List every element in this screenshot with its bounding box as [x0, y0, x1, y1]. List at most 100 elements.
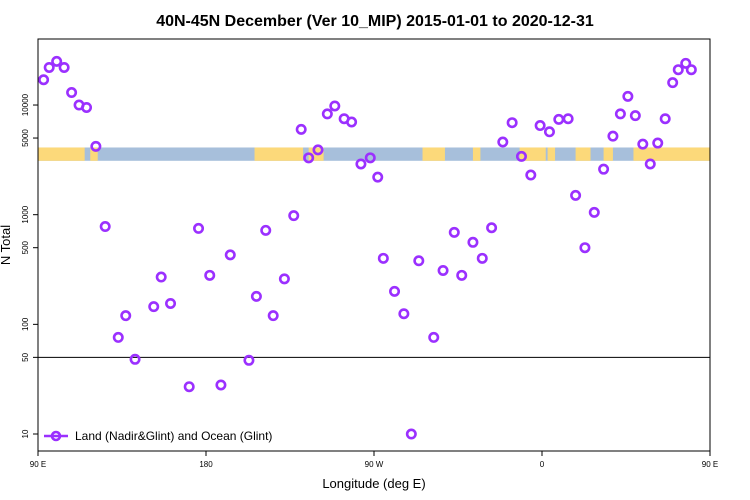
x-tick-label: 90 W — [365, 460, 384, 469]
x-axis-label: Longitude (deg E) — [322, 476, 425, 491]
data-point — [346, 116, 358, 128]
data-point — [155, 271, 167, 283]
land-segment — [90, 147, 98, 161]
y-tick-label: 5000 — [21, 129, 30, 147]
x-tick-label: 0 — [540, 460, 545, 469]
data-point — [183, 381, 195, 393]
data-point — [389, 285, 401, 297]
data-point — [437, 264, 449, 276]
data-point — [607, 130, 619, 142]
data-point — [81, 101, 93, 113]
data-point — [659, 113, 671, 125]
chart-title: 40N-45N December (Ver 10_MIP) 2015-01-01… — [156, 13, 594, 30]
data-point — [377, 252, 389, 264]
land-segment — [422, 147, 445, 161]
data-point — [303, 152, 315, 164]
data-point — [295, 123, 307, 135]
legend-label: Land (Nadir&Glint) and Ocean (Glint) — [75, 429, 272, 443]
data-point — [629, 110, 641, 122]
data-point — [588, 206, 600, 218]
data-point — [598, 163, 610, 175]
data-point — [267, 310, 279, 322]
data-point — [243, 354, 255, 366]
data-point — [215, 379, 227, 391]
data-point — [644, 158, 656, 170]
data-point — [570, 189, 582, 201]
data-point — [652, 137, 664, 149]
data-point — [579, 242, 591, 254]
data-point — [486, 222, 498, 234]
data-point — [562, 113, 574, 125]
data-point — [224, 249, 236, 261]
data-point — [467, 236, 479, 248]
data-point — [637, 138, 649, 150]
data-point — [204, 269, 216, 281]
data-point — [329, 100, 341, 112]
land-segment — [575, 147, 591, 161]
data-point — [448, 226, 460, 238]
data-point — [525, 169, 537, 181]
land-segment — [603, 147, 613, 161]
data-point — [364, 152, 376, 164]
data-point — [38, 74, 50, 86]
data-point — [321, 108, 333, 120]
y-axis-label: N Total — [0, 225, 13, 265]
land-segment — [547, 147, 556, 161]
y-axis-ticks: 10 50 100 500 1000 5000 10000 — [21, 93, 38, 438]
data-point — [515, 150, 527, 162]
data-point — [129, 353, 141, 365]
data-point — [312, 144, 324, 156]
data-point — [428, 331, 440, 343]
land-segment — [38, 147, 85, 161]
y-tick-label: 50 — [21, 352, 30, 361]
data-point — [476, 252, 488, 264]
legend-marker — [50, 430, 62, 442]
legend: Land (Nadir&Glint) and Ocean (Glint) — [44, 429, 272, 443]
x-tick-label: 180 — [199, 460, 213, 469]
data-points — [38, 55, 697, 440]
land-segment — [254, 147, 304, 161]
data-point — [278, 273, 290, 285]
data-point — [90, 140, 102, 152]
data-point — [165, 297, 177, 309]
plot-frame — [37, 38, 711, 452]
data-point — [58, 61, 70, 73]
data-point — [148, 301, 160, 313]
data-point — [614, 108, 626, 120]
data-point — [534, 120, 546, 132]
y-tick-label: 10 — [21, 429, 30, 438]
data-point — [553, 113, 565, 125]
data-point — [506, 117, 518, 129]
data-point — [120, 310, 132, 322]
data-point — [372, 171, 384, 183]
land-segment — [633, 147, 710, 161]
land-segment — [472, 147, 481, 161]
data-point — [260, 224, 272, 236]
y-tick-label: 10000 — [21, 93, 30, 116]
data-point — [51, 55, 63, 67]
data-point — [112, 331, 124, 343]
x-tick-label: 90 E — [702, 460, 718, 469]
data-point — [685, 64, 697, 76]
data-point — [43, 61, 55, 73]
data-point — [543, 126, 555, 138]
data-point — [456, 269, 468, 281]
y-tick-label: 1000 — [21, 205, 30, 223]
data-point — [250, 290, 262, 302]
data-point — [405, 428, 417, 440]
data-point — [66, 87, 78, 99]
data-point — [398, 308, 410, 320]
data-point — [667, 77, 679, 89]
data-point — [99, 221, 111, 233]
data-point — [193, 222, 205, 234]
data-point — [497, 136, 509, 148]
data-point — [355, 158, 367, 170]
y-tick-label: 100 — [21, 317, 30, 331]
data-point — [288, 210, 300, 222]
x-axis-ticks: 90 E 180 90 W 0 90 E — [30, 451, 718, 469]
data-point — [680, 57, 692, 69]
data-point — [622, 90, 634, 102]
data-point — [672, 64, 684, 76]
y-tick-label: 500 — [21, 240, 30, 254]
